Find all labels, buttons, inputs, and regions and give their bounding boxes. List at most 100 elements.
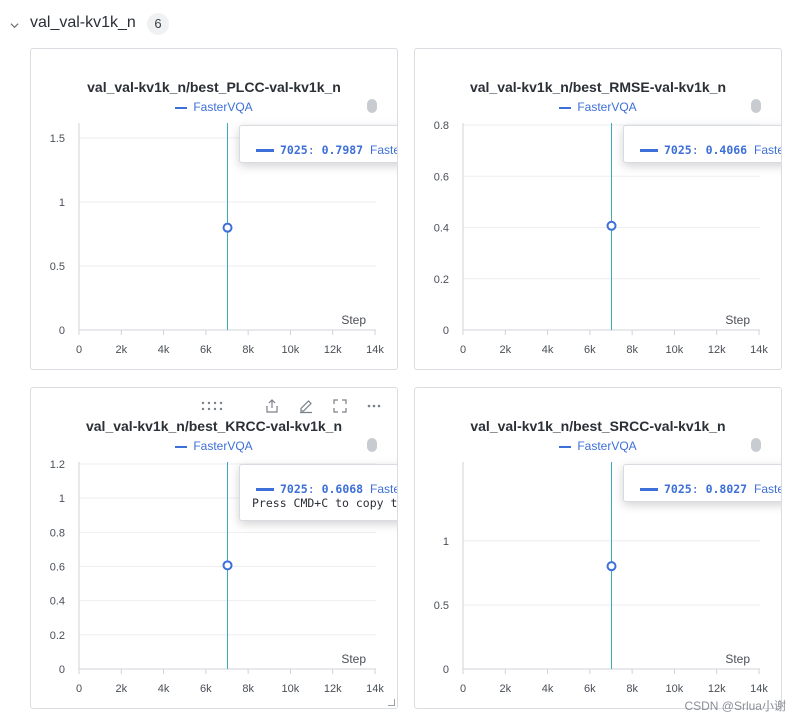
resize-handle[interactable]: [388, 699, 395, 706]
legend-scroll-handle[interactable]: [751, 438, 761, 452]
legend[interactable]: FasterVQA: [415, 439, 781, 453]
x-tick-label: 14k: [366, 683, 384, 695]
legend-swatch: [559, 106, 572, 109]
x-tick-label: 4k: [158, 344, 170, 356]
tooltip-value: 0.4066: [705, 143, 748, 157]
data-point: [222, 222, 233, 233]
x-tick-label: 12k: [708, 344, 726, 356]
chart-panel-plcc[interactable]: val_val-kv1k_n/best_PLCC-val-kv1k_n Fast…: [30, 48, 398, 370]
tooltip-series-swatch: [640, 488, 658, 491]
legend-label: FasterVQA: [193, 439, 253, 453]
panel-title: val_val-kv1k_n/best_SRCC-val-kv1k_n: [470, 418, 726, 434]
x-tick-label: 6k: [584, 344, 596, 356]
y-tick-label: 0: [59, 325, 65, 337]
legend-scroll-handle[interactable]: [751, 99, 761, 113]
x-tick-label: 0: [460, 344, 466, 356]
legend-scroll-handle[interactable]: [367, 438, 377, 452]
copy-hint: Press CMD+C to copy this data: [252, 496, 398, 510]
x-tick-label: 14k: [750, 683, 768, 695]
tooltip-step: 7025: [664, 482, 692, 496]
chevron-down-icon[interactable]: [10, 21, 19, 30]
legend[interactable]: FasterVQA: [415, 100, 781, 114]
data-tooltip: 7025: 0.4066 FasterVQA: [623, 125, 781, 163]
panel-toolbar: [201, 398, 386, 414]
tooltip-series-swatch: [256, 149, 274, 152]
section-header[interactable]: val_val-kv1k_n 6: [0, 8, 794, 40]
y-tick-label: 0: [443, 325, 449, 337]
tooltip-value: 0.8027: [705, 482, 748, 496]
more-icon[interactable]: [366, 398, 382, 414]
tooltip-series-name: FasterVQA: [754, 482, 781, 496]
tooltip-series-swatch: [640, 149, 658, 152]
data-point: [606, 220, 617, 231]
panel-title: val_val-kv1k_n/best_RMSE-val-kv1k_n: [469, 79, 727, 95]
data-point: [222, 560, 233, 571]
x-axis-label: Step: [341, 652, 366, 666]
x-axis-label: Step: [725, 652, 750, 666]
tooltip-series-swatch: [256, 488, 274, 491]
y-tick-label: 0: [443, 664, 449, 676]
y-tick-label: 1: [443, 536, 449, 548]
legend-swatch: [175, 106, 188, 109]
y-tick-label: 0.6: [50, 562, 65, 574]
data-tooltip: 7025: 0.6068 FasterVQA Press CMD+C to co…: [239, 464, 398, 521]
y-tick-label: 0.5: [50, 261, 65, 273]
x-tick-label: 6k: [200, 344, 212, 356]
x-tick-label: 8k: [242, 344, 254, 356]
y-tick-label: 1: [59, 197, 65, 209]
tooltip-series-name: FasterVQA: [370, 482, 397, 496]
fullscreen-icon[interactable]: [332, 398, 348, 414]
x-tick-label: 10k: [282, 683, 300, 695]
tooltip-step: 7025: [280, 482, 308, 496]
panel-title: val_val-kv1k_n/best_KRCC-val-kv1k_n: [85, 418, 343, 434]
x-tick-label: 0: [460, 683, 466, 695]
edit-icon[interactable]: [298, 398, 314, 414]
data-tooltip: 7025: 0.7987 FasterVQA: [239, 125, 397, 163]
x-tick-label: 0: [76, 344, 82, 356]
x-axis-label: Step: [725, 313, 750, 327]
drag-handle-icon[interactable]: [201, 398, 225, 414]
legend-swatch: [559, 445, 572, 448]
y-tick-label: 0.2: [434, 274, 449, 286]
x-tick-label: 8k: [626, 683, 638, 695]
chart-panel-krcc[interactable]: val_val-kv1k_n/best_KRCC-val-kv1k_n Fast…: [30, 387, 398, 709]
x-tick-label: 6k: [584, 683, 596, 695]
panel-count-badge: 6: [147, 13, 169, 35]
x-tick-label: 8k: [242, 683, 254, 695]
x-tick-label: 14k: [750, 344, 768, 356]
panel-title: val_val-kv1k_n/best_PLCC-val-kv1k_n: [87, 79, 341, 95]
x-tick-label: 4k: [542, 683, 554, 695]
legend-swatch: [175, 445, 188, 448]
legend-label: FasterVQA: [577, 100, 637, 114]
y-tick-label: 0.4: [434, 223, 449, 235]
x-tick-label: 4k: [542, 344, 554, 356]
chart-panel-rmse[interactable]: val_val-kv1k_n/best_RMSE-val-kv1k_n Fast…: [414, 48, 782, 370]
x-tick-label: 2k: [115, 683, 127, 695]
share-icon[interactable]: [264, 398, 280, 414]
y-tick-label: 0: [59, 664, 65, 676]
x-axis-label: Step: [341, 313, 366, 327]
chart-plot[interactable]: 0 0.5 1 0 2k 4k 6k 8k 10k 12k 14k Step: [415, 388, 781, 708]
chart-plot[interactable]: 0 0.2 0.4 0.6 0.8 1 1.2 0 2k 4k 6k 8k 10k 12k 14k Step: [31, 388, 397, 708]
x-tick-label: 12k: [324, 344, 342, 356]
x-tick-label: 6k: [200, 683, 212, 695]
legend-scroll-handle[interactable]: [367, 99, 377, 113]
watermark: CSDN @Srlua小谢: [684, 699, 786, 713]
y-tick-label: 0.4: [50, 596, 65, 608]
chart-plot[interactable]: 0 0.5 1 1.5 0 2k 4k 6k 8k 10k 12k 14k Step: [31, 49, 397, 369]
x-tick-label: 14k: [366, 344, 384, 356]
legend[interactable]: FasterVQA: [31, 100, 397, 114]
legend-label: FasterVQA: [193, 100, 253, 114]
chart-plot[interactable]: 0 0.2 0.4 0.6 0.8 0 2k 4k 6k 8k 10k 12k 14k Step: [415, 49, 781, 369]
data-tooltip: 7025: 0.8027 FasterVQA: [623, 464, 781, 502]
tooltip-step: 7025: [664, 143, 692, 157]
x-tick-label: 0: [76, 683, 82, 695]
legend[interactable]: FasterVQA: [31, 439, 397, 453]
y-tick-label: 1.5: [50, 133, 65, 145]
y-tick-label: 0.8: [434, 120, 449, 132]
chart-panel-srcc[interactable]: val_val-kv1k_n/best_SRCC-val-kv1k_n Fast…: [414, 387, 782, 709]
x-tick-label: 8k: [626, 344, 638, 356]
x-tick-label: 12k: [708, 683, 726, 695]
x-tick-label: 10k: [666, 344, 684, 356]
x-tick-label: 10k: [282, 344, 300, 356]
